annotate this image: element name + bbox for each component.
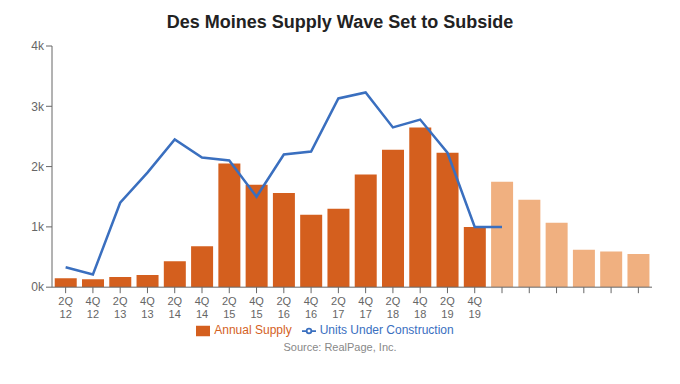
svg-text:4Q18: 4Q18 xyxy=(413,295,428,320)
svg-text:2Q14: 2Q14 xyxy=(167,295,182,320)
svg-text:2Q13: 2Q13 xyxy=(113,295,128,320)
svg-text:4Q12: 4Q12 xyxy=(86,295,101,320)
svg-text:4Q19: 4Q19 xyxy=(467,295,482,320)
html-text:Des Moines Supply Wave Set to: Des Moines Supply Wave Set to Subside xyxy=(166,12,514,32)
svg-text:4k: 4k xyxy=(31,39,45,53)
svg-text:4Q15: 4Q15 xyxy=(249,295,264,320)
svg-text:2Q16: 2Q16 xyxy=(276,295,291,320)
svg-text:4Q14: 4Q14 xyxy=(195,295,210,320)
html-text:Annual Supply: Annual Supply xyxy=(214,323,292,338)
svg-text:2Q12: 2Q12 xyxy=(58,295,73,320)
svg-text:0k: 0k xyxy=(31,280,45,294)
svg-text:2Q17: 2Q17 xyxy=(331,295,346,320)
svg-text:2Q19: 2Q19 xyxy=(440,295,455,320)
svg-text:2Q15: 2Q15 xyxy=(222,295,237,320)
svg-text:3k: 3k xyxy=(31,100,45,114)
svg-text:2Q18: 2Q18 xyxy=(386,295,401,320)
html-text:Units Under Construction: Units Under Construction xyxy=(319,323,454,338)
svg-text:2k: 2k xyxy=(31,160,45,174)
svg-text:4Q13: 4Q13 xyxy=(140,295,155,320)
svg-text:4Q17: 4Q17 xyxy=(358,295,373,320)
svg-text:4Q16: 4Q16 xyxy=(304,295,319,320)
html-text:Source: RealPage, Inc.: Source: RealPage, Inc. xyxy=(283,341,397,353)
svg-text:1k: 1k xyxy=(31,220,45,234)
